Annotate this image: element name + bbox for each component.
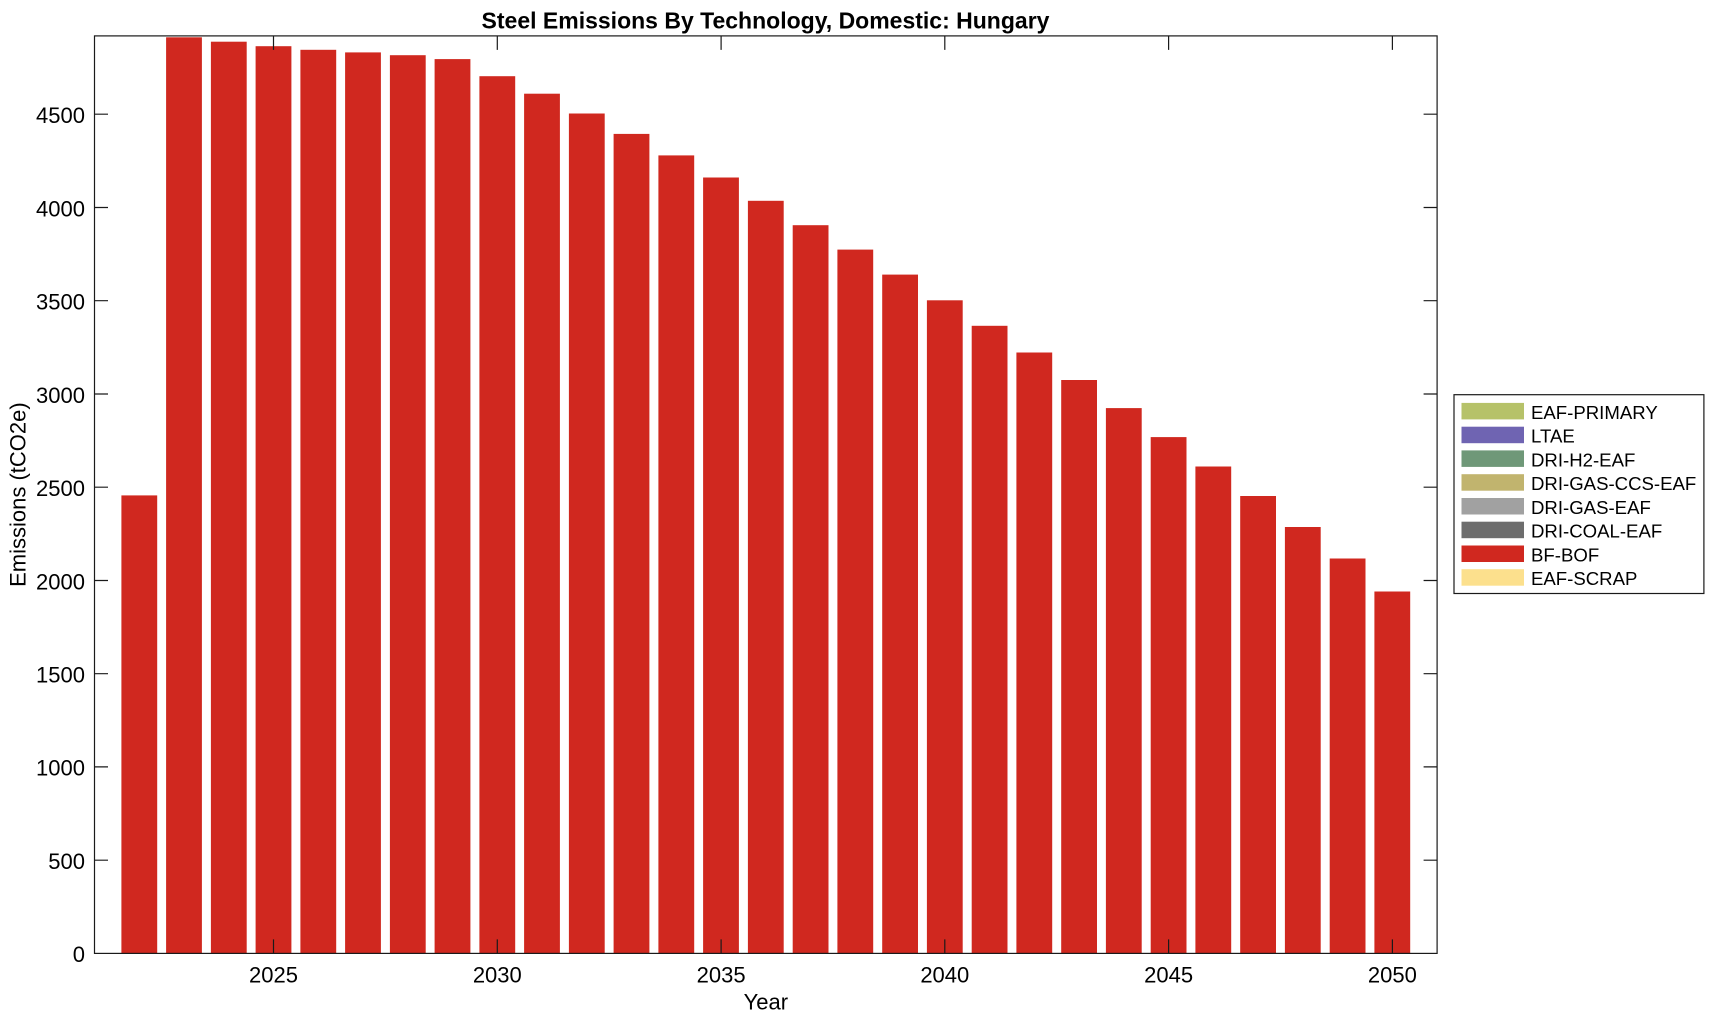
svg-text:DRI-GAS-EAF: DRI-GAS-EAF: [1531, 497, 1651, 518]
svg-text:2035: 2035: [697, 962, 746, 987]
svg-text:Year: Year: [744, 989, 788, 1014]
svg-text:4000: 4000: [36, 196, 85, 221]
svg-text:0: 0: [73, 942, 85, 967]
svg-text:1500: 1500: [36, 663, 85, 688]
svg-text:1000: 1000: [36, 756, 85, 781]
svg-text:LTAE: LTAE: [1531, 426, 1575, 447]
svg-text:DRI-GAS-CCS-EAF: DRI-GAS-CCS-EAF: [1531, 473, 1696, 494]
svg-text:Emissions (tCO2e): Emissions (tCO2e): [5, 402, 30, 587]
svg-text:EAF-SCRAP: EAF-SCRAP: [1531, 568, 1637, 589]
svg-text:2030: 2030: [473, 962, 522, 987]
svg-text:3000: 3000: [36, 383, 85, 408]
svg-text:2045: 2045: [1144, 962, 1193, 987]
svg-text:3500: 3500: [36, 290, 85, 315]
svg-text:4500: 4500: [36, 103, 85, 128]
svg-text:2025: 2025: [249, 962, 298, 987]
svg-text:2050: 2050: [1368, 962, 1417, 987]
svg-text:DRI-COAL-EAF: DRI-COAL-EAF: [1531, 521, 1662, 542]
svg-text:2040: 2040: [920, 962, 969, 987]
svg-text:EAF-PRIMARY: EAF-PRIMARY: [1531, 402, 1658, 423]
svg-text:BF-BOF: BF-BOF: [1531, 545, 1599, 566]
svg-text:DRI-H2-EAF: DRI-H2-EAF: [1531, 449, 1635, 470]
svg-text:2000: 2000: [36, 569, 85, 594]
svg-text:Steel Emissions By Technology,: Steel Emissions By Technology, Domestic:…: [482, 7, 1050, 33]
svg-text:2500: 2500: [36, 476, 85, 501]
svg-text:500: 500: [48, 849, 85, 874]
